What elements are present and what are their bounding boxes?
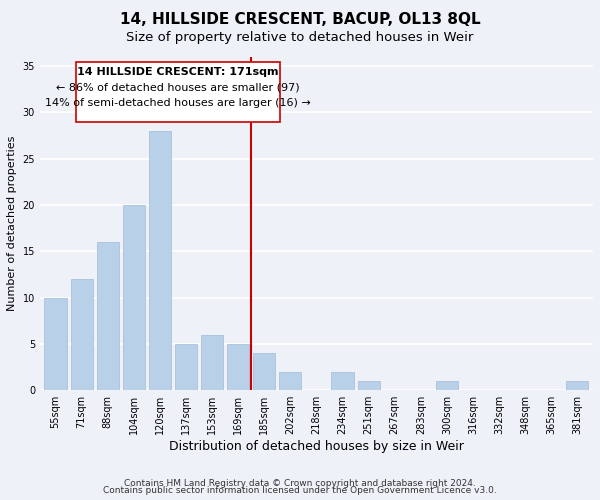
Bar — [227, 344, 249, 391]
Bar — [71, 279, 93, 390]
Text: 14 HILLSIDE CRESCENT: 171sqm: 14 HILLSIDE CRESCENT: 171sqm — [77, 67, 279, 77]
Bar — [566, 381, 589, 390]
Bar — [201, 334, 223, 390]
Bar — [97, 242, 119, 390]
FancyBboxPatch shape — [76, 62, 280, 122]
X-axis label: Distribution of detached houses by size in Weir: Distribution of detached houses by size … — [169, 440, 464, 453]
Bar — [175, 344, 197, 391]
Bar — [358, 381, 380, 390]
Bar — [436, 381, 458, 390]
Bar — [253, 353, 275, 391]
Bar — [331, 372, 353, 390]
Text: 14, HILLSIDE CRESCENT, BACUP, OL13 8QL: 14, HILLSIDE CRESCENT, BACUP, OL13 8QL — [119, 12, 481, 28]
Text: Size of property relative to detached houses in Weir: Size of property relative to detached ho… — [127, 31, 473, 44]
Y-axis label: Number of detached properties: Number of detached properties — [7, 136, 17, 312]
Bar — [44, 298, 67, 390]
Bar — [279, 372, 301, 390]
Bar — [123, 205, 145, 390]
Text: Contains HM Land Registry data © Crown copyright and database right 2024.: Contains HM Land Registry data © Crown c… — [124, 478, 476, 488]
Bar — [149, 131, 171, 390]
Text: Contains public sector information licensed under the Open Government Licence v3: Contains public sector information licen… — [103, 486, 497, 495]
Text: ← 86% of detached houses are smaller (97): ← 86% of detached houses are smaller (97… — [56, 83, 300, 93]
Text: 14% of semi-detached houses are larger (16) →: 14% of semi-detached houses are larger (… — [45, 98, 311, 108]
